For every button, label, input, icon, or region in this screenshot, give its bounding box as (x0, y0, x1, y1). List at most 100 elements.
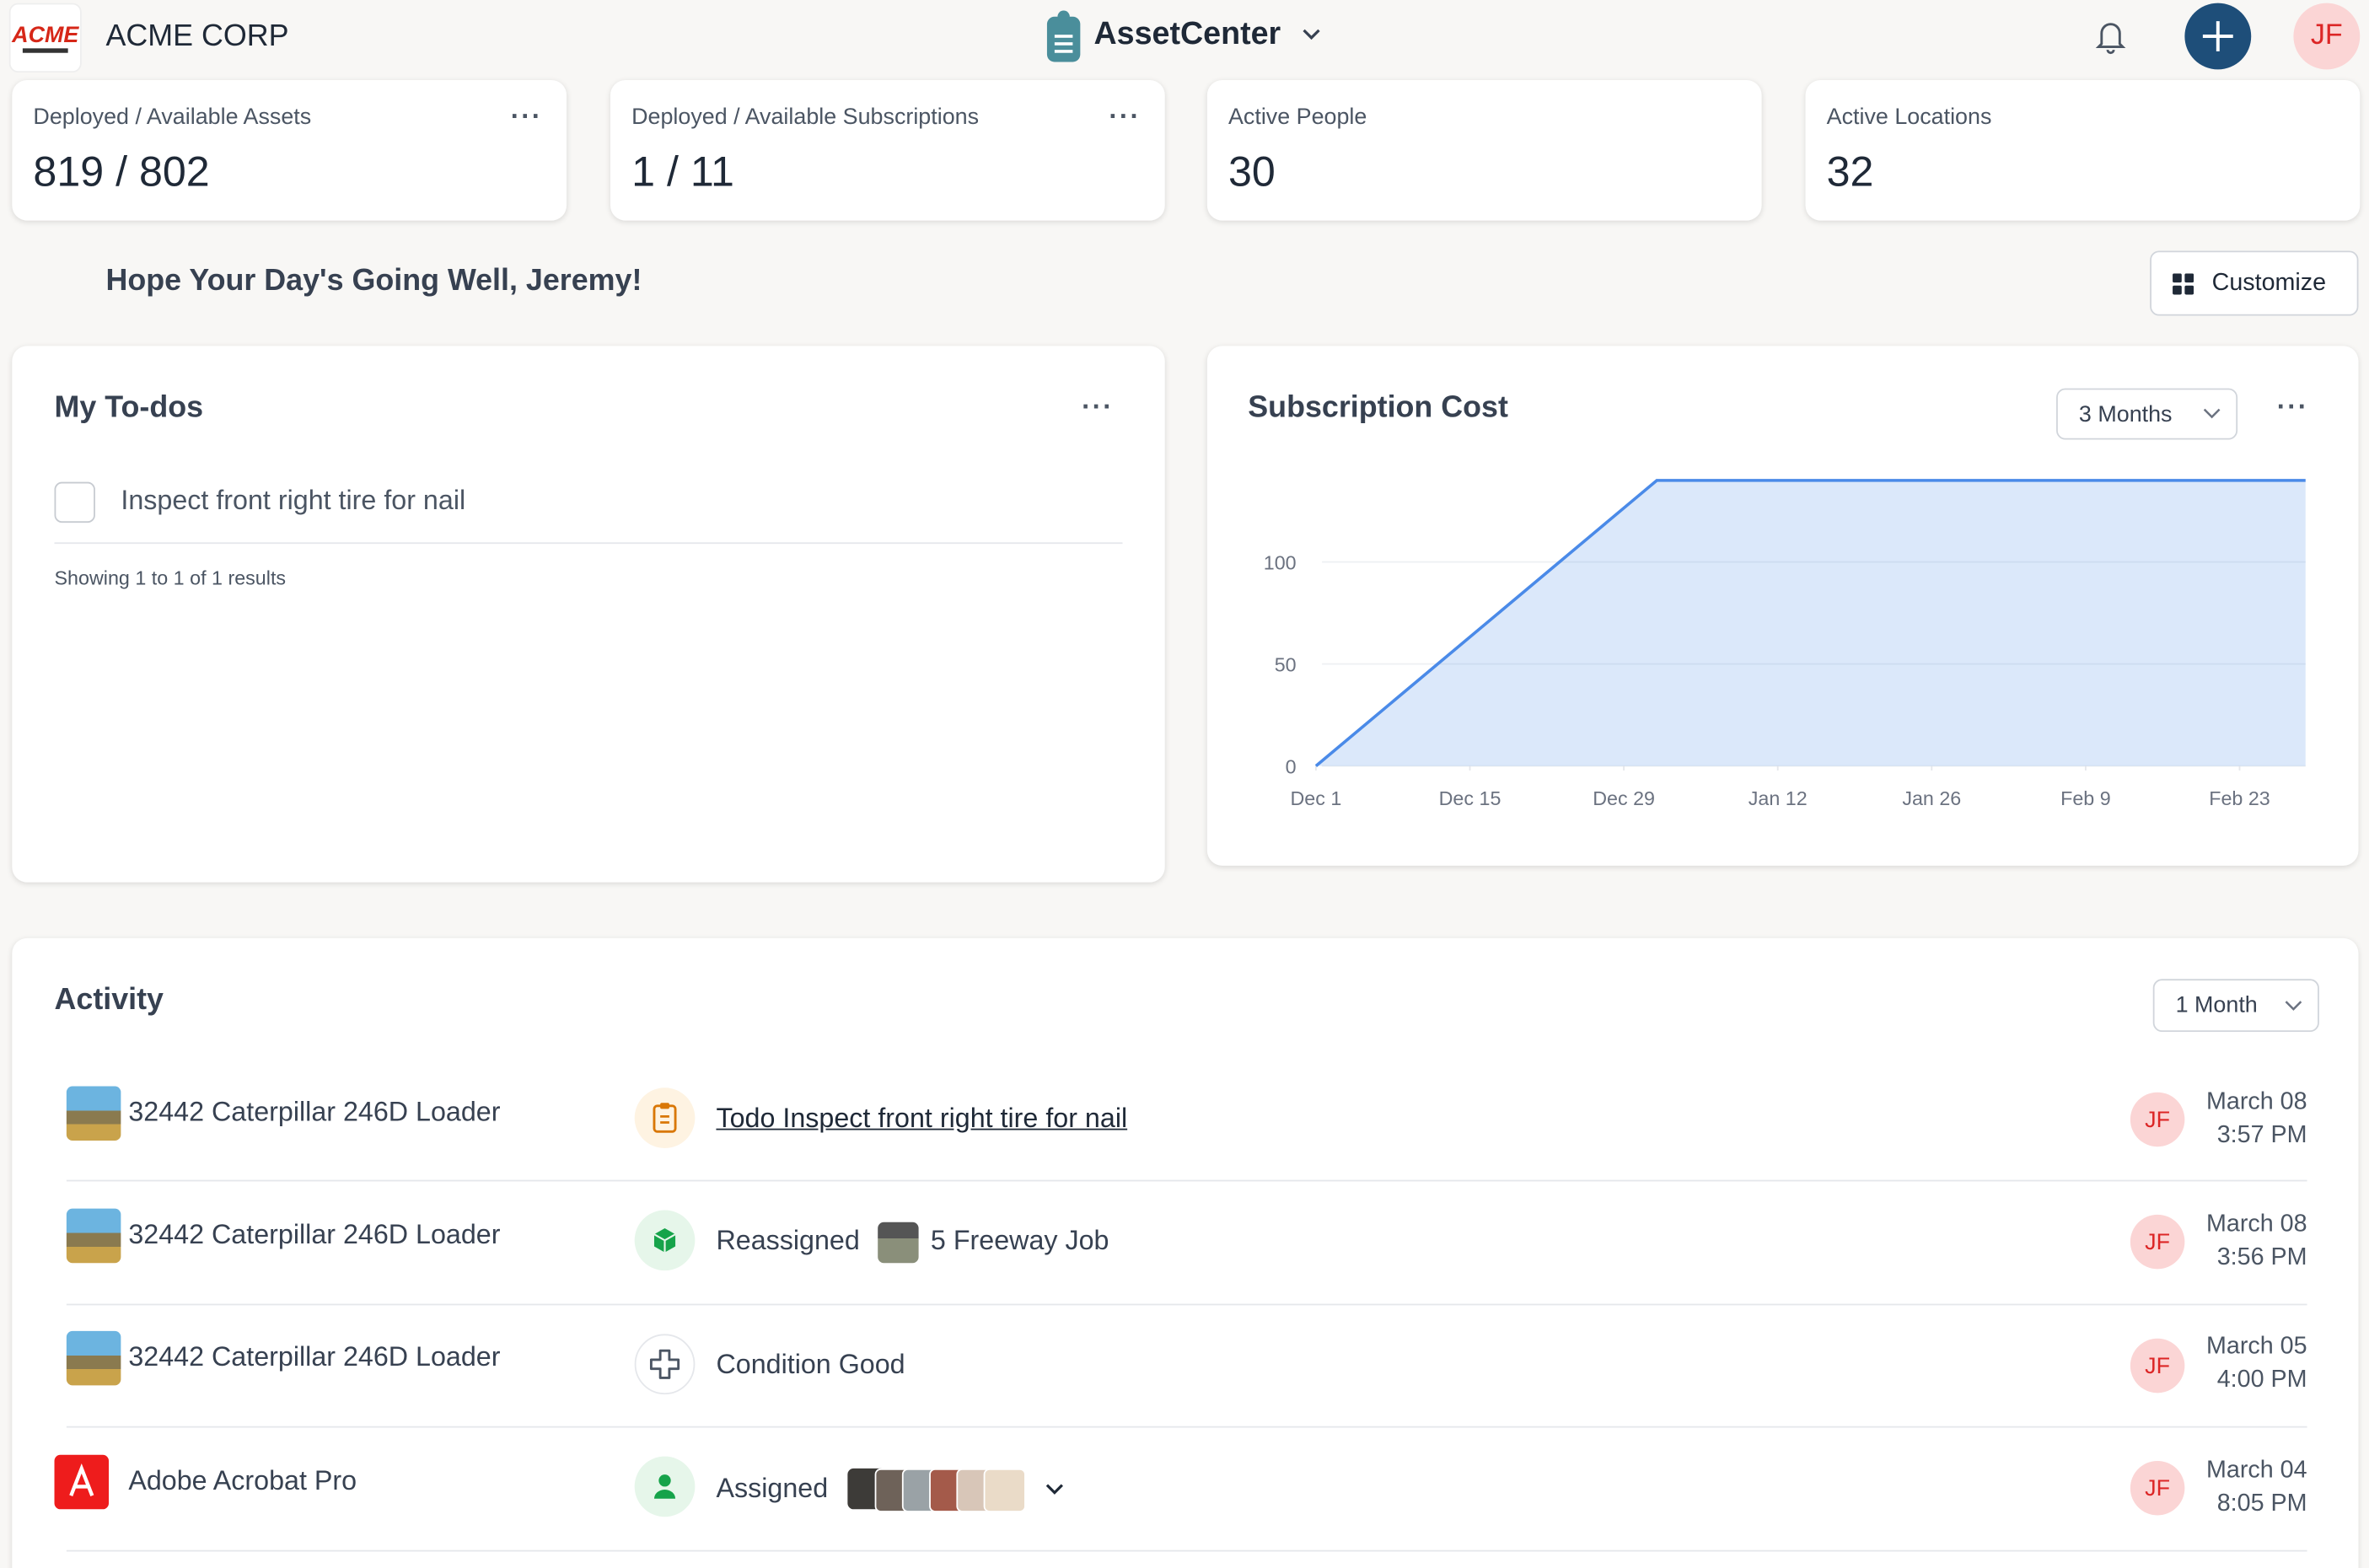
todo-link[interactable]: Todo Inspect front right tire for nail (716, 1103, 1128, 1134)
cube-icon (653, 1227, 676, 1253)
assignee-avatars[interactable] (847, 1468, 1029, 1512)
range-label: 1 Month (2175, 992, 2258, 1018)
asset-thumbnail (66, 1086, 121, 1141)
chart-title: Subscription Cost (1248, 391, 1508, 425)
divider (54, 542, 1123, 545)
x-tick-label: Dec 15 (1439, 787, 1501, 809)
range-dropdown[interactable]: 3 Months (2056, 388, 2238, 440)
todo-icon (634, 1087, 696, 1148)
app-icon (1046, 10, 1081, 62)
stat-menu[interactable]: ··· (1109, 101, 1142, 132)
range-label: 3 Months (2078, 400, 2173, 427)
chevron-icon (2203, 408, 2221, 419)
todos-card: My To-dos ··· Inspect front right tire f… (12, 346, 1165, 883)
x-tick-label: Dec 1 (1291, 787, 1342, 809)
asset-name[interactable]: 32442 Caterpillar 246D Loader (128, 1097, 501, 1127)
activity-date: March 08 3:56 PM (2206, 1209, 2307, 1275)
todo-item[interactable]: Inspect front right tire for nail (121, 485, 466, 516)
customize-button[interactable]: Customize (2150, 250, 2359, 316)
condition-icon (634, 1334, 696, 1395)
action-label: Assigned (716, 1473, 829, 1504)
greeting: Hope Your Day's Going Well, Jeremy! (105, 264, 642, 298)
divider (66, 1549, 2307, 1552)
chevron-icon[interactable] (1301, 27, 1322, 42)
x-tick-label: Feb 23 (2209, 787, 2270, 809)
chart: 0 50 100 Dec 1 Dec 15 Dec 29 Jan 12 Jan 26 Feb 9… (1264, 479, 2306, 809)
time: 8:05 PM (2216, 1490, 2307, 1517)
asset-thumbnail (66, 1330, 121, 1386)
y-tick-label: 100 (1264, 552, 1297, 574)
todo-checkbox[interactable] (54, 481, 95, 524)
grid-icon (2173, 273, 2194, 295)
stat-card: Deployed / Available Subscriptions ··· 1 /… (610, 79, 1165, 221)
add-button[interactable] (2184, 3, 2252, 70)
x-tick-label: Jan 26 (1902, 787, 1961, 809)
todos-menu[interactable]: ··· (1082, 391, 1114, 422)
todos-title: My To-dos (54, 391, 204, 425)
customize-label: Customize (2211, 270, 2327, 297)
activity-range-dropdown[interactable]: 1 Month (2152, 979, 2319, 1033)
asset-name[interactable]: Adobe Acrobat Pro (128, 1465, 357, 1496)
clipboard-icon (653, 1103, 677, 1133)
location-name[interactable]: 5 Freeway Job (930, 1225, 1109, 1256)
user-avatar: JF (2130, 1092, 2185, 1147)
stat-menu[interactable]: ··· (510, 101, 543, 132)
x-tick-label: Jan 12 (1749, 787, 1808, 809)
asset-name[interactable]: 32442 Caterpillar 246D Loader (128, 1219, 501, 1250)
logo-graphic: ACME (11, 22, 79, 53)
x-tick-label: Feb 9 (2060, 787, 2111, 809)
action-label: Reassigned (716, 1225, 860, 1256)
area-fill (1315, 480, 2306, 766)
user-avatar: JF (2130, 1338, 2185, 1393)
activity-date: March 05 4:00 PM (2206, 1331, 2307, 1398)
expand-chevron[interactable] (1044, 1482, 1065, 1497)
activity-date: March 08 3:57 PM (2206, 1087, 2307, 1153)
activity-card: Activity 1 Month 32442 Caterpillar 246D … (12, 937, 2359, 1568)
user-avatar[interactable]: JF (2293, 3, 2361, 70)
time: 4:00 PM (2216, 1367, 2307, 1393)
date: March 04 (2205, 1458, 2307, 1484)
area-line (1314, 479, 2306, 767)
divider (66, 1179, 2307, 1182)
stat-card: Active Locations 32 (1805, 79, 2361, 221)
asset-name[interactable]: 32442 Caterpillar 246D Loader (128, 1341, 501, 1372)
company-logo[interactable]: ACME (8, 3, 82, 73)
activity-date: March 04 8:05 PM (2206, 1455, 2307, 1522)
acrobat-icon (69, 1463, 94, 1496)
stat-card: Active People 30 (1206, 79, 1762, 221)
stat-value: 1 / 11 (631, 148, 734, 196)
plus-icon (2202, 21, 2233, 51)
stat-card: Deployed / Available Assets ··· 819 / 802 (12, 79, 567, 221)
divider (66, 1303, 2307, 1306)
chevron-icon (2285, 1000, 2302, 1011)
company-name: ACME CORP (105, 19, 289, 53)
stat-label: Active People (1227, 104, 1367, 131)
activity-title: Activity (54, 983, 164, 1018)
y-tick-label: 0 (1286, 756, 1297, 778)
assignee-photo (983, 1468, 1026, 1512)
stat-value: 30 (1227, 148, 1276, 196)
user-avatar: JF (2130, 1460, 2185, 1516)
time: 3:56 PM (2216, 1244, 2307, 1271)
stat-label: Deployed / Available Subscriptions (631, 104, 980, 131)
chart-menu[interactable]: ··· (2276, 391, 2309, 422)
cross-icon (649, 1349, 680, 1379)
asset-thumbnail (54, 1454, 110, 1510)
reassign-icon (634, 1210, 696, 1271)
person-icon (653, 1474, 676, 1499)
stat-label: Deployed / Available Assets (33, 104, 312, 131)
action-label: Condition Good (716, 1349, 905, 1380)
y-tick-label: 50 (1275, 654, 1297, 676)
location-thumbnail (878, 1222, 919, 1264)
app-switcher[interactable]: AssetCenter (1093, 16, 1281, 51)
stat-value: 819 / 802 (33, 148, 210, 196)
date: March 08 (2205, 1089, 2307, 1115)
todos-summary: Showing 1 to 1 of 1 results (54, 567, 287, 589)
x-tick-label: Dec 29 (1593, 787, 1655, 809)
subscription-card: Subscription Cost 3 Months ··· 0 50 100 Dec… (1206, 346, 2359, 866)
notification-bell[interactable] (2092, 17, 2129, 56)
time: 3:57 PM (2216, 1122, 2307, 1148)
user-avatar: JF (2130, 1214, 2185, 1270)
